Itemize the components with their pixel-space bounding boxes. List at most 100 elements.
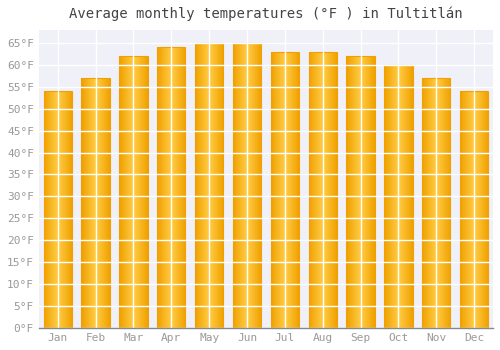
Bar — [163, 47, 164, 328]
Bar — [254, 43, 255, 328]
Bar — [462, 91, 463, 328]
Bar — [387, 65, 388, 328]
Bar — [364, 56, 365, 328]
Bar — [469, 91, 470, 328]
Bar — [391, 65, 392, 328]
Bar — [195, 43, 224, 328]
Bar — [119, 56, 120, 328]
Bar — [198, 43, 199, 328]
Bar — [422, 78, 450, 328]
Bar — [336, 51, 337, 328]
Bar — [51, 91, 52, 328]
Bar — [366, 56, 367, 328]
Bar — [211, 43, 212, 328]
Bar — [213, 43, 214, 328]
Bar — [184, 47, 185, 328]
Bar — [460, 91, 488, 328]
Bar — [87, 78, 88, 328]
Bar — [239, 43, 240, 328]
Bar — [288, 51, 289, 328]
Bar — [409, 65, 410, 328]
Bar — [133, 56, 134, 328]
Bar — [255, 43, 256, 328]
Bar — [479, 91, 480, 328]
Bar — [223, 43, 224, 328]
Bar — [141, 56, 142, 328]
Bar — [428, 78, 429, 328]
Bar — [291, 51, 292, 328]
Title: Average monthly temperatures (°F ) in Tultitlán: Average monthly temperatures (°F ) in Tu… — [69, 7, 462, 21]
Bar — [46, 91, 47, 328]
Bar — [373, 56, 374, 328]
Bar — [67, 91, 68, 328]
Bar — [334, 51, 335, 328]
Bar — [429, 78, 430, 328]
Bar — [124, 56, 125, 328]
Bar — [70, 91, 71, 328]
Bar — [44, 91, 45, 328]
Bar — [162, 47, 163, 328]
Bar — [137, 56, 138, 328]
Bar — [157, 47, 158, 328]
Bar — [285, 51, 286, 328]
Bar — [321, 51, 322, 328]
Bar — [432, 78, 433, 328]
Bar — [312, 51, 313, 328]
Bar — [237, 43, 238, 328]
Bar — [408, 65, 409, 328]
Bar — [164, 47, 165, 328]
Bar — [123, 56, 124, 328]
Bar — [270, 51, 299, 328]
Bar — [243, 43, 244, 328]
Bar — [482, 91, 483, 328]
Bar — [136, 56, 137, 328]
Bar — [201, 43, 202, 328]
Bar — [86, 78, 87, 328]
Bar — [82, 78, 83, 328]
Bar — [179, 47, 180, 328]
Bar — [443, 78, 444, 328]
Bar — [434, 78, 435, 328]
Bar — [390, 65, 391, 328]
Bar — [52, 91, 53, 328]
Bar — [326, 51, 328, 328]
Bar — [160, 47, 161, 328]
Bar — [165, 47, 166, 328]
Bar — [442, 78, 443, 328]
Bar — [109, 78, 110, 328]
Bar — [71, 91, 72, 328]
Bar — [169, 47, 170, 328]
Bar — [280, 51, 281, 328]
Bar — [395, 65, 396, 328]
Bar — [178, 47, 179, 328]
Bar — [251, 43, 252, 328]
Bar — [127, 56, 128, 328]
Bar — [247, 43, 248, 328]
Bar — [66, 91, 67, 328]
Bar — [204, 43, 205, 328]
Bar — [426, 78, 427, 328]
Bar — [332, 51, 333, 328]
Bar — [333, 51, 334, 328]
Bar — [470, 91, 472, 328]
Bar — [346, 56, 347, 328]
Bar — [233, 43, 261, 328]
Bar — [242, 43, 243, 328]
Bar — [44, 91, 72, 328]
Bar — [252, 43, 253, 328]
Bar — [389, 65, 390, 328]
Bar — [278, 51, 279, 328]
Bar — [273, 51, 274, 328]
Bar — [331, 51, 332, 328]
Bar — [449, 78, 450, 328]
Bar — [308, 51, 309, 328]
Bar — [474, 91, 476, 328]
Bar — [100, 78, 102, 328]
Bar — [221, 43, 222, 328]
Bar — [310, 51, 311, 328]
Bar — [407, 65, 408, 328]
Bar — [177, 47, 178, 328]
Bar — [159, 47, 160, 328]
Bar — [182, 47, 183, 328]
Bar — [176, 47, 177, 328]
